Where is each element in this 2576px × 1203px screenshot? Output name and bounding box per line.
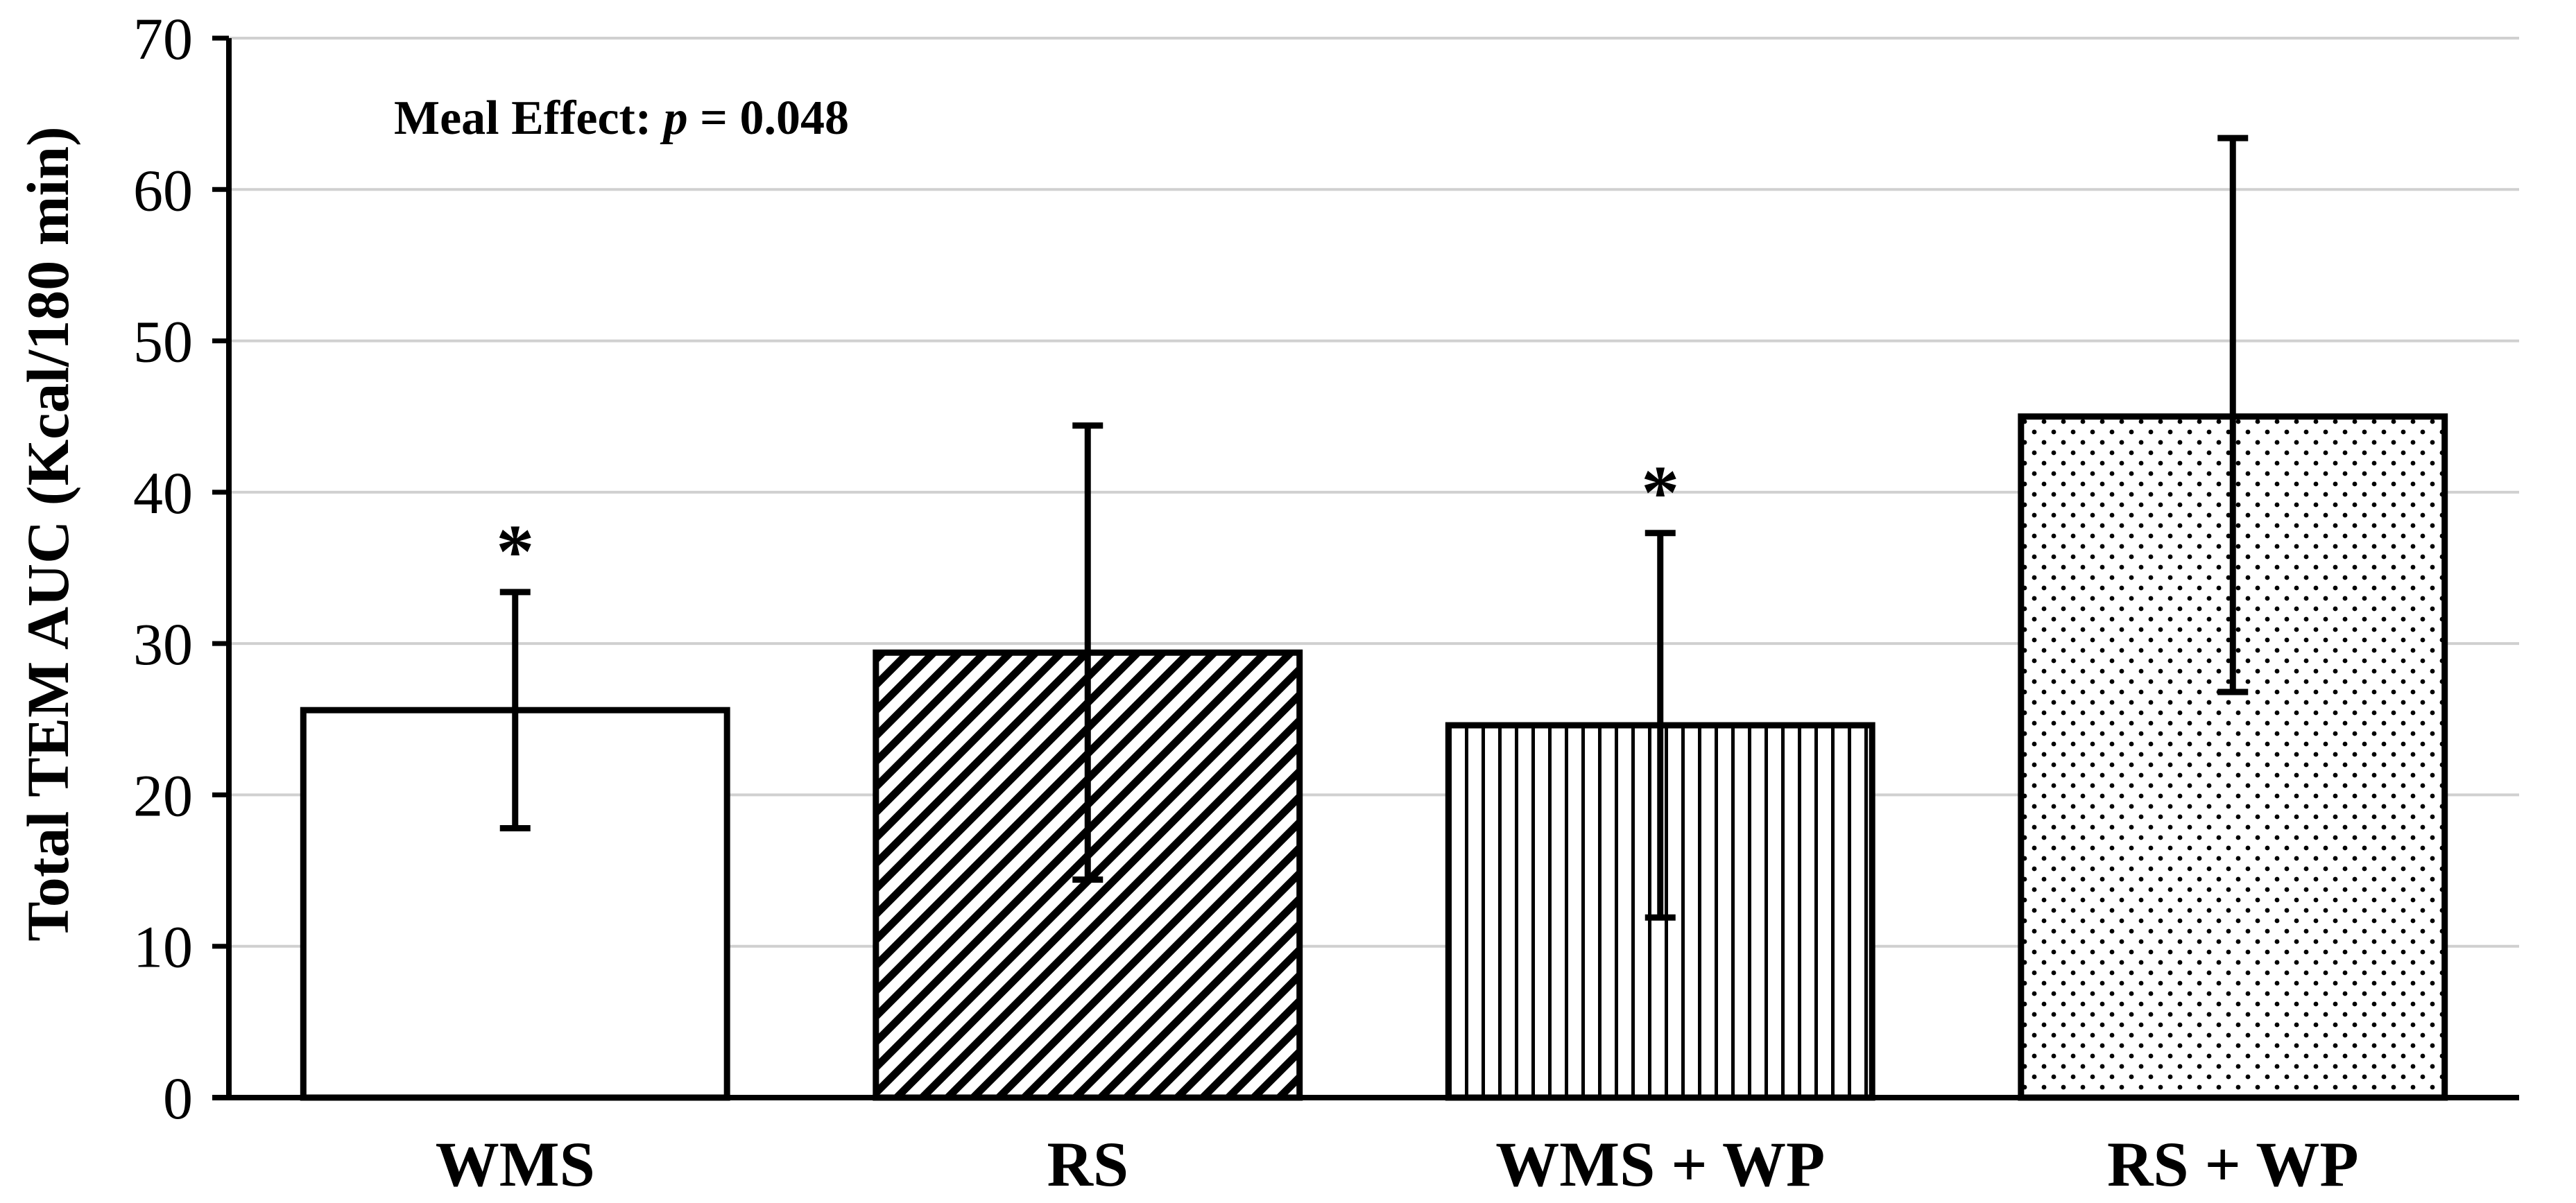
error-bars (499, 135, 2249, 921)
x-category-label: RS + WP (2107, 1129, 2359, 1200)
bars (300, 413, 2448, 1101)
meal-effect-annotation: Meal Effect: p = 0.048 (394, 92, 849, 145)
y-tick-label: 70 (133, 6, 193, 72)
x-category-label: WMS (436, 1129, 595, 1200)
significance-asterisk: * (1641, 450, 1679, 535)
y-tick-label: 0 (163, 1065, 193, 1132)
labels: 0 10 20 30 40 50 60 70 WMS * RS WMS + WP * RS + WP (133, 6, 2359, 1200)
y-axis-title: Total TEM AUC (Kcal/180 min) (15, 126, 81, 941)
y-tick-label: 60 (133, 157, 193, 223)
error-bar (2217, 135, 2249, 695)
x-category-label: WMS + WP (1495, 1129, 1825, 1200)
y-tick-label: 10 (133, 914, 193, 980)
error-bar (499, 589, 531, 831)
y-tick-label: 40 (133, 460, 193, 526)
error-bar (1072, 422, 1104, 883)
y-tick-label: 20 (133, 762, 193, 829)
annotation-p-italic: p (660, 92, 688, 145)
error-bar (1645, 530, 1676, 921)
x-category-label: RS (1047, 1129, 1128, 1200)
annotation-prefix: Meal Effect: (394, 92, 664, 145)
y-tick-label: 30 (133, 611, 193, 677)
y-tick-label: 50 (133, 309, 193, 375)
significance-asterisk: * (496, 509, 534, 594)
axes (212, 35, 2519, 1100)
annotation-suffix: = 0.048 (688, 92, 849, 145)
